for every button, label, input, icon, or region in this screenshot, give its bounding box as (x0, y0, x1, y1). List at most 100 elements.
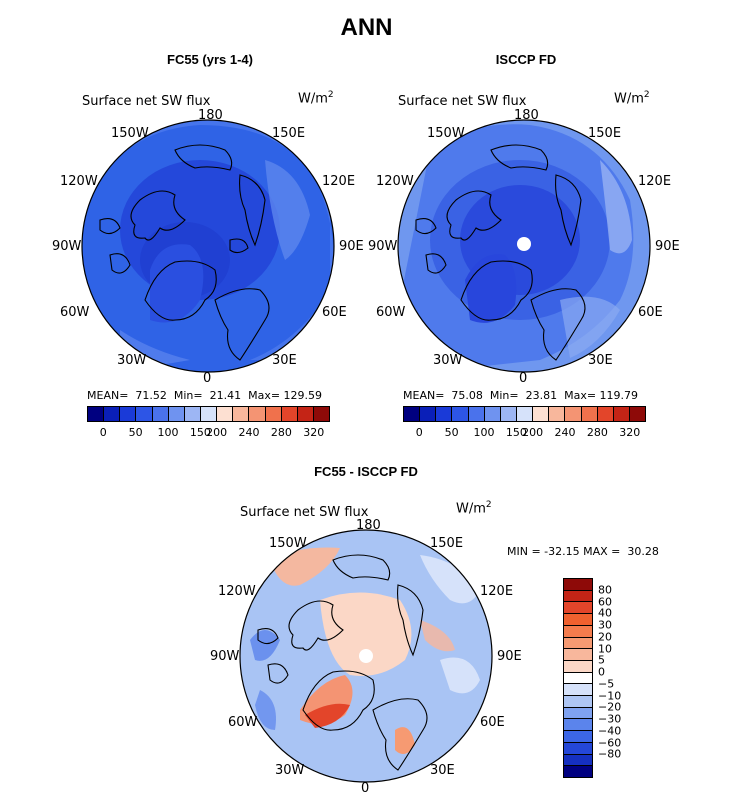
p1-lon-150w: 150W (111, 126, 149, 141)
p3-lon-150w: 150W (269, 536, 307, 551)
p2-lon-150w: 150W (427, 126, 465, 141)
panel-1-colorbar (87, 406, 330, 422)
coastlines (415, 144, 586, 361)
colorbar-swatch (265, 407, 282, 421)
colorbar-swatch (184, 407, 201, 421)
p1-lon-120w: 120W (60, 174, 98, 189)
colorbar-tick-label: 100 (157, 426, 179, 439)
panel-3-colorbar (563, 578, 593, 778)
colorbar-swatch (152, 407, 169, 421)
colorbar-swatch (120, 407, 137, 421)
p1-lon-60e: 60E (322, 305, 347, 320)
colorbar-swatch (564, 742, 592, 755)
inner-low-region (430, 160, 610, 320)
colorbar-swatch (564, 579, 592, 591)
colorbar-tick-label: 240 (554, 426, 576, 439)
colorbar-swatch (564, 754, 592, 767)
colorbar-tick-label: −20 (598, 700, 622, 714)
colorbar-swatch (549, 407, 566, 421)
colorbar-swatch (297, 407, 314, 421)
p2-lon-0: 0 (519, 371, 528, 386)
panel-2-title: ISCCP FD (495, 52, 557, 67)
colorbar-swatch (281, 407, 298, 421)
p1-lon-180: 180 (198, 108, 223, 123)
p2-lon-90e: 90E (655, 239, 680, 254)
warm-central-region (320, 592, 412, 676)
p1-lon-90w: 90W (52, 239, 82, 254)
p3-lon-150e: 150E (430, 536, 464, 551)
p3-lon-60e: 60E (480, 715, 505, 730)
panel-2-variable: Surface net SW flux (398, 94, 527, 109)
colorbar-swatch (88, 407, 105, 421)
p3-lon-180: 180 (356, 518, 381, 533)
colorbar-tick-label: 60 (598, 595, 612, 609)
p2-lon-120w: 120W (376, 174, 414, 189)
panel-2-stats: MEAN= 75.08 Min= 23.81 Max= 119.79 (403, 389, 639, 402)
colorbar-swatch (484, 407, 501, 421)
colorbar-swatch (564, 672, 592, 685)
p3-lon-120w: 120W (218, 584, 256, 599)
colorbar-swatch (564, 684, 592, 697)
greenland-region (150, 244, 204, 323)
p3-lon-90w: 90W (210, 649, 240, 664)
map-boundary (81, 119, 335, 373)
colorbar-swatch (168, 407, 185, 421)
p2-lon-120e: 120E (638, 174, 672, 189)
colorbar-swatch (564, 614, 592, 626)
colorbar-tick-label: 5 (598, 653, 605, 667)
panel-1-colorbar-ticks: 0 50 100 150 200 240 280 320 (87, 426, 330, 440)
colorbar-tick-label: −40 (598, 724, 622, 738)
pole-missing-data (517, 237, 531, 251)
p1-lon-60w: 60W (60, 305, 90, 320)
colorbar-swatch (564, 637, 592, 650)
colorbar-tick-label: 0 (99, 426, 107, 439)
colorbar-swatch (533, 407, 550, 421)
p2-lon-180: 180 (514, 108, 539, 123)
colorbar-swatch (404, 407, 421, 421)
colorbar-swatch (500, 407, 517, 421)
map-ocean-field (82, 120, 334, 372)
p3-lon-30e: 30E (430, 763, 455, 778)
colorbar-tick-label: 280 (270, 426, 292, 439)
colorbar-swatch (104, 407, 121, 421)
panel-2-colorbar (403, 406, 646, 422)
colorbar-swatch (597, 407, 614, 421)
p1-lon-30e: 30E (272, 353, 297, 368)
panel-3-variable: Surface net SW flux (240, 505, 369, 520)
colorbar-swatch (564, 766, 592, 777)
colorbar-swatch (564, 719, 592, 732)
panel-2-colorbar-ticks: 0 50 100 150 200 240 280 320 (403, 426, 646, 440)
p1-lon-30w: 30W (117, 353, 147, 368)
colorbar-tick-label: −10 (598, 689, 622, 703)
inner-low-region (120, 160, 280, 300)
colorbar-tick-label: −5 (598, 677, 615, 691)
colorbar-tick-label: 40 (598, 606, 612, 620)
p1-lon-0: 0 (203, 371, 212, 386)
colorbar-tick-label: −80 (598, 747, 622, 761)
colorbar-tick-label: 150 (189, 426, 211, 439)
colorbar-tick-label: 280 (586, 426, 608, 439)
colorbar-tick-label: 0 (415, 426, 423, 439)
colorbar-swatch (452, 407, 469, 421)
p2-lon-30w: 30W (433, 353, 463, 368)
p3-lon-30w: 30W (275, 763, 305, 778)
colorbar-swatch (564, 660, 592, 673)
p3-lon-120e: 120E (480, 584, 514, 599)
colorbar-swatch (436, 407, 453, 421)
map-boundary (239, 529, 493, 783)
panel-3-title: FC55 - ISCCP FD (314, 464, 418, 479)
p2-lon-150e: 150E (588, 126, 622, 141)
p2-lon-90w: 90W (368, 239, 398, 254)
colorbar-tick-label: 320 (303, 426, 325, 439)
colorbar-swatch (516, 407, 534, 421)
p3-lon-90e: 90E (497, 649, 522, 664)
colorbar-swatch (564, 731, 592, 743)
colorbar-tick-label: −60 (598, 736, 622, 750)
colorbar-tick-label: 20 (598, 630, 612, 644)
colorbar-tick-label: 200 (206, 426, 228, 439)
colorbar-swatch (233, 407, 250, 421)
colorbar-tick-label: 240 (238, 426, 260, 439)
colorbar-tick-label: 50 (444, 426, 459, 439)
p1-lon-90e: 90E (339, 239, 364, 254)
panel-2-units: W/m2 (614, 90, 650, 107)
